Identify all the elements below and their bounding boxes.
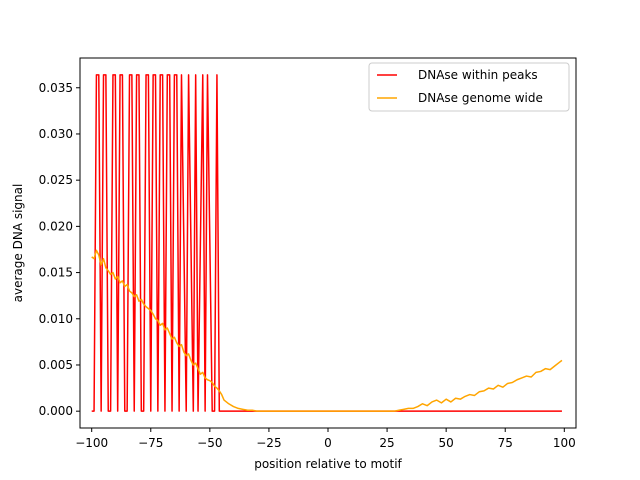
- x-tick-label: 100: [553, 436, 576, 450]
- x-tick-label: 50: [439, 436, 454, 450]
- legend-label-genome-wide: DNAse genome wide: [418, 91, 543, 105]
- y-tick-label: 0.035: [39, 81, 73, 95]
- y-axis-ticks: 0.000 0.005 0.010 0.015 0.020 0.025 0.030 0.035: [39, 81, 80, 418]
- y-tick-label: 0.030: [39, 127, 73, 141]
- x-tick-label: −75: [138, 436, 163, 450]
- y-axis-label: average DNA signal: [11, 184, 25, 303]
- y-tick-label: 0.010: [39, 312, 73, 326]
- series-line-within-peaks: [91, 74, 562, 412]
- y-tick-label: 0.005: [39, 358, 73, 372]
- y-tick-label: 0.000: [39, 404, 73, 418]
- x-tick-label: −25: [256, 436, 281, 450]
- legend: DNAse within peaks DNAse genome wide: [368, 62, 570, 112]
- x-tick-label: 75: [498, 436, 513, 450]
- x-tick-label: −50: [197, 436, 222, 450]
- x-axis-label: position relative to motif: [254, 457, 402, 471]
- y-tick-label: 0.020: [39, 219, 73, 233]
- x-tick-label: 0: [324, 436, 332, 450]
- axes-frame: [79, 57, 577, 429]
- y-tick-label: 0.025: [39, 173, 73, 187]
- series-line-genome-wide: [91, 249, 563, 412]
- x-tick-label: 25: [379, 436, 394, 450]
- plot-lines: [91, 74, 563, 412]
- y-tick-label: 0.015: [39, 266, 73, 280]
- x-axis-ticks: −100 −75 −50 −25 0 25 50 75 100: [75, 428, 576, 450]
- legend-box: [368, 62, 570, 112]
- x-tick-label: −100: [75, 436, 108, 450]
- legend-label-within-peaks: DNAse within peaks: [418, 68, 538, 82]
